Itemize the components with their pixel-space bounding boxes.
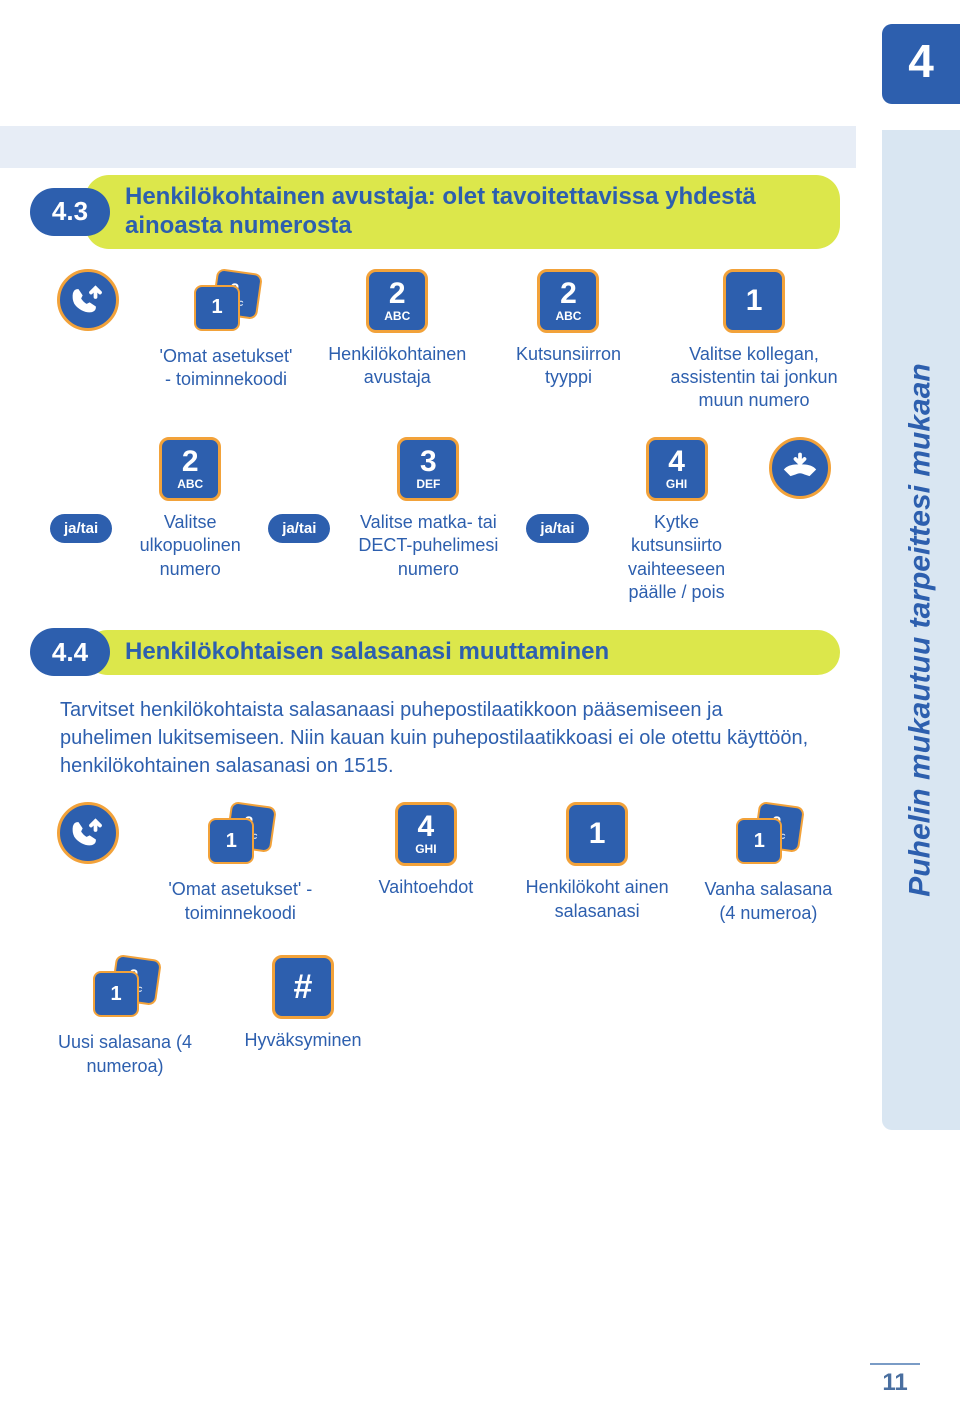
jatai-pill: ja/tai [268,514,330,543]
keypad-icon: 2ABC 1 [89,955,161,1021]
header-bar [0,126,856,168]
side-tab-label: Puhelin mukautuu tarpeittesi mukaan [904,363,938,896]
step-omat-asetukset: 2ABC 1 'Omat asetukset' - toiminnekoodi [154,269,297,392]
step-hyvaksyminen: # Hyväksyminen [228,955,378,1052]
keypad-icon: 2ABC 1 [732,802,804,868]
chapter-number: 4 [908,34,934,88]
content: 4.3 Henkilökohtainen avustaja: olet tavo… [30,175,840,1102]
key-hash: # [272,955,334,1019]
step-label: Kytke kutsunsiirto vaihteeseen päälle / … [607,511,747,605]
step-label: Vanha salasana (4 numeroa) [697,878,840,925]
key-4: 4 GHI [395,802,457,866]
section-43-title: Henkilökohtainen avustaja: olet tavoitet… [85,175,840,249]
step-valitse-kollegan: 1 Valitse kollegan, assistentin tai jonk… [668,269,840,413]
section-44-title: Henkilökohtaisen salasanasi muuttaminen [85,630,840,675]
step-dect: 3 DEF Valitse matka- tai DECT-puhelimesi… [348,437,508,581]
step-kytke: 4 GHI Kytke kutsunsiirto vaihteeseen pää… [607,437,747,605]
step-label: 'Omat asetukset' - toiminnekoodi [154,345,297,392]
step-avustaja: 2 ABC Henkilökohtainen avustaja [326,269,469,390]
key-2: 2 ABC [366,269,428,333]
step-salasanasi: 1 Henkilökoht ainen salasanasi [526,802,669,923]
step-label: Henkilökoht ainen salasanasi [526,876,669,923]
jatai-pill: ja/tai [526,514,588,543]
step-uusi-salasana: 2ABC 1 Uusi salasana (4 numeroa) [50,955,200,1078]
step-omat-asetukset: 2ABC 1 'Omat asetukset' - toiminnekoodi [154,802,326,925]
step-phone-up [50,802,126,864]
section-43-row1: 2ABC 1 'Omat asetukset' - toiminnekoodi … [50,269,840,413]
step-ulkopuolinen: 2 ABC Valitse ulkopuolinen numero [130,437,250,581]
side-tab: Puhelin mukautuu tarpeittesi mukaan [882,130,960,1130]
step-label: 'Omat asetukset' - toiminnekoodi [154,878,326,925]
section-43-header: 4.3 Henkilökohtainen avustaja: olet tavo… [30,175,840,249]
phone-down-icon [769,437,831,499]
phone-up-icon [57,269,119,331]
key-1: 1 [566,802,628,866]
step-vaihtoehdot: 4 GHI Vaihtoehdot [354,802,497,899]
step-phone-down [765,437,835,499]
section-44-row2: 2ABC 1 Uusi salasana (4 numeroa) # Hyväk… [50,955,840,1078]
step-label: Valitse ulkopuolinen numero [130,511,250,581]
step-vanha-salasana: 2ABC 1 Vanha salasana (4 numeroa) [697,802,840,925]
step-label: Henkilökohtainen avustaja [326,343,469,390]
keypad-icon: 2ABC 1 [190,269,262,335]
keypad-icon: 2ABC 1 [204,802,276,868]
section-43-num: 4.3 [30,188,110,236]
chapter-badge: 4 [882,24,960,104]
section-44-header: 4.4 Henkilökohtaisen salasanasi muuttami… [30,628,840,676]
step-label: Vaihtoehdot [379,876,474,899]
step-label: Valitse kollegan, assistentin tai jonkun… [668,343,840,413]
step-label: Valitse matka- tai DECT-puhelimesi numer… [348,511,508,581]
key-3: 3 DEF [397,437,459,501]
step-phone-up [50,269,126,331]
key-4: 4 GHI [646,437,708,501]
section-44-body: Tarvitset henkilökohtaista salasanaasi p… [60,696,820,780]
step-label: Uusi salasana (4 numeroa) [50,1031,200,1078]
step-label: Hyväksyminen [244,1029,361,1052]
section-44-row1: 2ABC 1 'Omat asetukset' - toiminnekoodi … [50,802,840,925]
step-kutsunsiirron: 2 ABC Kutsunsiirron tyyppi [497,269,640,390]
section-44-num: 4.4 [30,628,110,676]
step-label: Kutsunsiirron tyyppi [497,343,640,390]
page: 4 Puhelin mukautuu tarpeittesi mukaan 4.… [0,0,960,1425]
phone-up-icon [57,802,119,864]
jatai-pill: ja/tai [50,514,112,543]
key-2: 2 ABC [159,437,221,501]
key-2: 2 ABC [537,269,599,333]
page-number: 11 [870,1363,920,1397]
key-1: 1 [723,269,785,333]
section-43-row2: ja/tai 2 ABC Valitse ulkopuolinen numero… [50,437,840,605]
